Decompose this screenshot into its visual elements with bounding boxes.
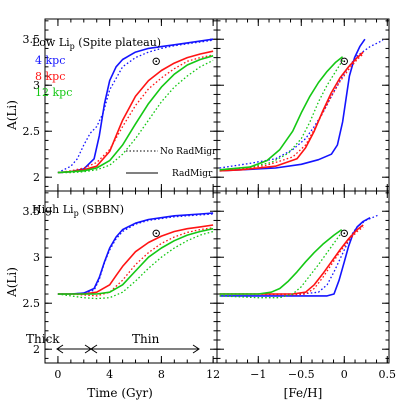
x-axis-label-time: Time (Gyr) — [87, 386, 153, 400]
series-4kpc-solid — [219, 38, 366, 172]
y-tick-label: 2.5 — [23, 297, 41, 310]
panel-top-left: 2 2.5 3 3.5 — [23, 18, 218, 192]
series-8kpc-dotted — [219, 226, 364, 296]
observation-marker — [152, 57, 160, 66]
y-tick-label: 3.5 — [23, 205, 41, 218]
series-4kpc-dotted — [57, 39, 214, 174]
series-8kpc-solid — [57, 50, 214, 174]
series-12kpc-dotted — [57, 230, 214, 300]
panel-top-right — [216, 18, 390, 192]
y-axis-label-bottom: A(Li) — [5, 267, 19, 298]
observation-marker — [152, 229, 160, 238]
series-4kpc-solid — [57, 212, 214, 295]
plot-frame — [44, 190, 218, 364]
series-12kpc-solid — [219, 56, 344, 171]
legend-solid-label: RadMigr — [172, 169, 213, 179]
panel-title-bottom-rest: (SBBN) — [79, 203, 124, 216]
thick-thin-arrows — [56, 344, 200, 354]
series-8kpc-solid — [219, 51, 364, 172]
x-tick-label: 0 — [54, 368, 61, 381]
panel-title-top: Low Lip (Spite plateau) — [32, 36, 161, 51]
x-tick-label: 8 — [158, 368, 165, 381]
x-axis-label-feh: [Fe/H] — [284, 386, 323, 400]
series-12kpc-solid — [219, 228, 343, 295]
x-tick-label: 0 — [341, 368, 348, 381]
observation-marker — [340, 57, 348, 66]
panel-title-bottom-sub: p — [74, 209, 79, 218]
legend-8kpc: 8 kpc — [35, 70, 65, 83]
series-8kpc-dotted — [57, 54, 214, 174]
series-12kpc-solid — [57, 55, 214, 174]
series-12kpc-dotted — [219, 60, 344, 171]
series-12kpc-dotted — [57, 59, 214, 174]
series-8kpc-dotted — [219, 53, 364, 172]
series-8kpc-solid — [57, 224, 214, 295]
panel-title-bottom: High Lip (SBBN) — [32, 203, 124, 218]
thin-arrow-head-right — [192, 344, 200, 354]
panel-title-top-main: Low Li — [32, 36, 70, 49]
legend-dotted-label: No RadMigr — [160, 147, 217, 157]
series-4kpc-dotted — [219, 214, 379, 295]
x-tick-label: 12 — [206, 368, 220, 381]
panel-title-bottom-main: High Li — [32, 203, 74, 216]
y-tick-label: 3 — [33, 251, 40, 264]
series-4kpc-dotted — [57, 213, 214, 295]
y-axis-label-top: A(Li) — [5, 100, 19, 131]
thick-label: Thick — [26, 332, 60, 346]
observation-marker-dot — [155, 60, 158, 63]
legend-12kpc: 12 kpc — [35, 86, 72, 99]
series-8kpc-dotted — [57, 227, 214, 297]
panel-bottom-right: −1 −0.5 0 0.5 — [216, 190, 397, 381]
x-tick-label: 4 — [106, 368, 113, 381]
panel-bottom-left: 0 4 8 12 2 2.5 3 3.5 — [23, 190, 220, 381]
x-tick-label: −1 — [250, 368, 266, 381]
y-tick-label: 3.5 — [23, 33, 41, 46]
y-tick-label: 2 — [33, 171, 40, 184]
thick-arrow-head-left — [56, 344, 64, 354]
panel-title-top-rest: (Spite plateau) — [75, 36, 161, 49]
observation-marker-dot — [155, 232, 158, 235]
observation-marker-dot — [343, 60, 346, 63]
y-tick-label: 2.5 — [23, 125, 41, 138]
y-tick-label: 2 — [33, 343, 40, 356]
thin-label: Thin — [132, 332, 160, 346]
legend-4kpc: 4 kpc — [35, 54, 65, 67]
plot-frame — [216, 190, 390, 364]
series-12kpc-solid — [57, 227, 214, 295]
plot-layer: 2 2.5 3 3.5 0 4 8 12 2 2.5 3 3.5 −1 −0.5 0 0.5 — [23, 18, 397, 381]
observation-marker-dot — [343, 232, 346, 235]
series-4kpc-dotted — [219, 39, 384, 169]
x-tick-label: 0.5 — [379, 368, 397, 381]
thin-arrow-head-left — [90, 344, 98, 354]
series-12kpc-dotted — [219, 232, 343, 299]
panel-title-top-sub: p — [70, 42, 75, 51]
series-4kpc-solid — [57, 38, 214, 174]
y-tick-label: 3 — [33, 79, 40, 92]
observation-marker — [340, 229, 348, 238]
x-tick-label: −0.5 — [288, 368, 315, 381]
plot-frame — [216, 18, 390, 192]
series-4kpc-solid — [219, 216, 371, 297]
